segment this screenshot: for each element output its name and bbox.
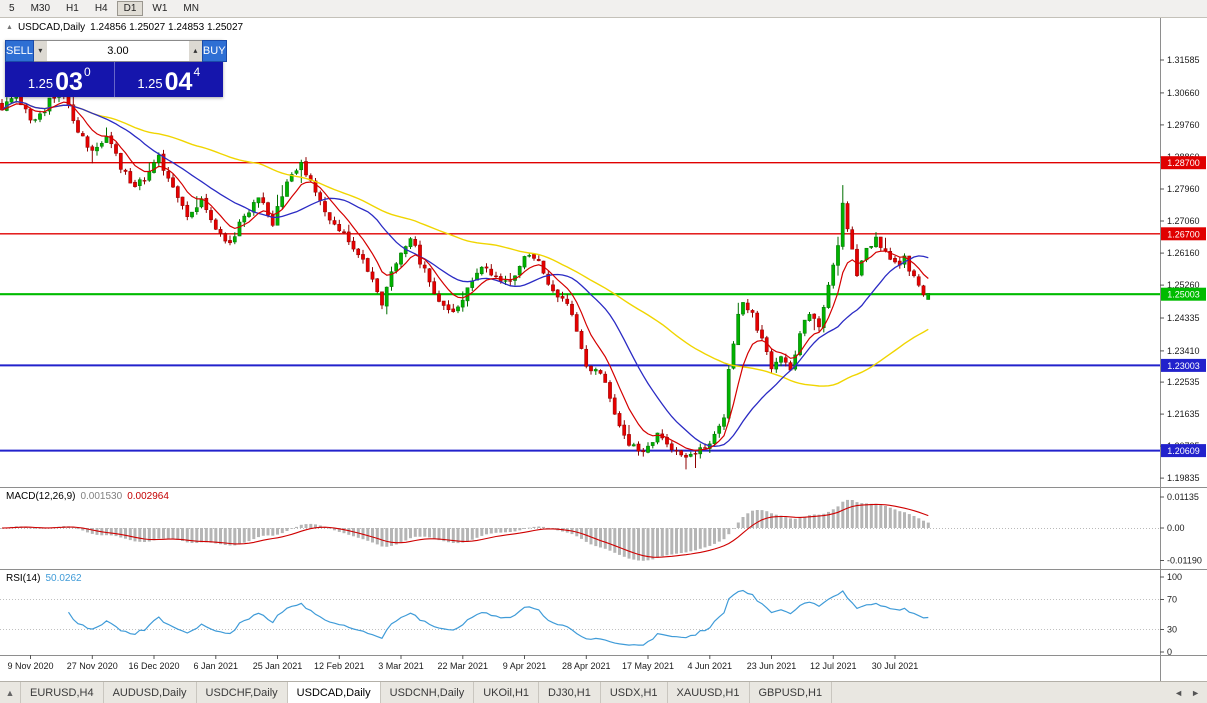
chart-tab-usdx-h1[interactable]: USDX,H1 bbox=[601, 682, 668, 703]
timeframe-button-h4[interactable]: H4 bbox=[94, 3, 108, 14]
svg-text:1.25003: 1.25003 bbox=[1167, 290, 1200, 300]
svg-text:1.27960: 1.27960 bbox=[1167, 184, 1200, 194]
svg-text:28 Apr 2021: 28 Apr 2021 bbox=[562, 661, 611, 671]
macd-signal-line bbox=[1, 503, 929, 558]
buy-button[interactable]: BUY bbox=[201, 40, 227, 62]
one-click-trading-panel: SELL ▾ ▴ BUY 1.25 03 0 1.25 04 4 bbox=[5, 40, 227, 97]
timeframe-button-w1[interactable]: W1 bbox=[152, 3, 168, 14]
timeframe-button-h1[interactable]: H1 bbox=[66, 3, 79, 14]
rsi-line bbox=[68, 589, 929, 646]
svg-text:4 Jun 2021: 4 Jun 2021 bbox=[688, 661, 733, 671]
svg-text:22 Mar 2021: 22 Mar 2021 bbox=[438, 661, 489, 671]
svg-text:12 Jul 2021: 12 Jul 2021 bbox=[810, 661, 857, 671]
sell-button[interactable]: SELL bbox=[5, 40, 34, 62]
svg-text:1.25260: 1.25260 bbox=[1167, 280, 1200, 290]
svg-text:70: 70 bbox=[1167, 595, 1177, 605]
timeframe-button-5[interactable]: 5 bbox=[9, 3, 15, 14]
svg-text:25 Jan 2021: 25 Jan 2021 bbox=[253, 661, 303, 671]
price-level-tags: 1.28700 1.26700 1.25003 1.23003 1.20609 bbox=[1161, 156, 1206, 458]
svg-text:1.23003: 1.23003 bbox=[1167, 361, 1200, 371]
chevron-up-icon: ▴ bbox=[193, 46, 198, 55]
svg-text:16 Dec 2020: 16 Dec 2020 bbox=[128, 661, 179, 671]
chart-tab-gbpusd-h1[interactable]: GBPUSD,H1 bbox=[750, 682, 833, 703]
svg-text:1.24335: 1.24335 bbox=[1167, 313, 1200, 323]
macd-histogram bbox=[0, 499, 930, 561]
svg-text:1.31585: 1.31585 bbox=[1167, 55, 1200, 65]
tabs-scroll-right-button[interactable]: ► bbox=[1191, 687, 1200, 698]
sell-price-display[interactable]: 1.25 03 0 bbox=[5, 62, 115, 97]
svg-text:1.26700: 1.26700 bbox=[1167, 229, 1200, 239]
chart-list-icon[interactable]: ▲ bbox=[0, 682, 21, 703]
timeframe-button-d1[interactable]: D1 bbox=[116, 1, 144, 16]
buy-price-pipette: 4 bbox=[193, 65, 201, 79]
svg-text:1.27060: 1.27060 bbox=[1167, 216, 1200, 226]
chart-tab-usdchf-daily[interactable]: USDCHF,Daily bbox=[197, 682, 288, 703]
svg-text:17 May 2021: 17 May 2021 bbox=[622, 661, 674, 671]
chart-tab-usdcad-daily[interactable]: USDCAD,Daily bbox=[287, 682, 381, 703]
volume-input[interactable] bbox=[46, 41, 189, 61]
tab-scroll-controls: ◄ ► bbox=[1171, 682, 1207, 703]
svg-text:9 Nov 2020: 9 Nov 2020 bbox=[7, 661, 53, 671]
svg-text:23 Jun 2021: 23 Jun 2021 bbox=[747, 661, 797, 671]
svg-text:1.29760: 1.29760 bbox=[1167, 120, 1200, 130]
timeframe-button-m30[interactable]: M30 bbox=[30, 3, 51, 14]
svg-text:1.21635: 1.21635 bbox=[1167, 409, 1200, 419]
svg-text:12 Feb 2021: 12 Feb 2021 bbox=[314, 661, 365, 671]
volume-increase-button[interactable]: ▴ bbox=[188, 41, 202, 61]
svg-text:3 Mar 2021: 3 Mar 2021 bbox=[378, 661, 424, 671]
chart-tab-ukoil-h1[interactable]: UKOil,H1 bbox=[474, 682, 540, 703]
candlestick-series[interactable] bbox=[0, 90, 931, 470]
svg-text:1.19835: 1.19835 bbox=[1167, 473, 1200, 483]
svg-text:100: 100 bbox=[1167, 572, 1182, 582]
svg-text:-0.01190: -0.01190 bbox=[1167, 556, 1202, 566]
svg-text:1.30660: 1.30660 bbox=[1167, 88, 1200, 98]
svg-text:0: 0 bbox=[1167, 647, 1172, 657]
svg-text:6 Jan 2021: 6 Jan 2021 bbox=[194, 661, 239, 671]
chart-tabs: EURUSD,H4 AUDUSD,Daily USDCHF,Daily USDCAD,… bbox=[21, 682, 833, 703]
moving-average-lines bbox=[1, 100, 929, 452]
chart-tab-dj30-h1[interactable]: DJ30,H1 bbox=[539, 682, 601, 703]
chart-region: 1.315851.306601.297601.288601.279601.270… bbox=[0, 18, 1207, 681]
chart-tab-usdcnh-daily[interactable]: USDCNH,Daily bbox=[381, 682, 475, 703]
chart-tab-xauusd-h1[interactable]: XAUUSD,H1 bbox=[668, 682, 750, 703]
chart-tab-audusd-daily[interactable]: AUDUSD,Daily bbox=[104, 682, 197, 703]
svg-text:1.26160: 1.26160 bbox=[1167, 248, 1200, 258]
date-axis: 9 Nov 2020 27 Nov 2020 16 Dec 2020 6 Jan 20… bbox=[7, 655, 918, 671]
svg-text:1.22535: 1.22535 bbox=[1167, 377, 1200, 387]
volume-decrease-button[interactable]: ▾ bbox=[33, 41, 47, 61]
sell-price-pipette: 0 bbox=[83, 65, 91, 79]
chart-tabs-bar: ▲ EURUSD,H4 AUDUSD,Daily USDCHF,Daily USDCA… bbox=[0, 681, 1207, 703]
price-scale: 1.315851.306601.297601.288601.279601.270… bbox=[1160, 55, 1202, 657]
price-chart[interactable]: 1.315851.306601.297601.288601.279601.270… bbox=[0, 18, 1207, 681]
svg-text:1.23410: 1.23410 bbox=[1167, 346, 1200, 356]
svg-text:0.00: 0.00 bbox=[1167, 523, 1185, 533]
sell-price-pips: 03 bbox=[55, 68, 83, 96]
svg-text:27 Nov 2020: 27 Nov 2020 bbox=[67, 661, 118, 671]
timeframe-button-mn[interactable]: MN bbox=[183, 3, 199, 14]
buy-price-pips: 04 bbox=[164, 68, 193, 96]
pane-separators[interactable] bbox=[0, 18, 1207, 681]
svg-text:9 Apr 2021: 9 Apr 2021 bbox=[503, 661, 547, 671]
timeframe-toolbar: 5 M30 H1 H4 D1 W1 MN bbox=[0, 0, 1207, 18]
svg-text:30: 30 bbox=[1167, 625, 1177, 635]
tabs-scroll-left-button[interactable]: ◄ bbox=[1174, 687, 1184, 698]
buy-price-base: 1.25 bbox=[137, 76, 163, 91]
trade-controls-row: SELL ▾ ▴ BUY bbox=[5, 40, 227, 62]
svg-text:1.28700: 1.28700 bbox=[1167, 158, 1200, 168]
trade-prices-row: 1.25 03 0 1.25 04 4 bbox=[5, 62, 223, 97]
svg-text:30 Jul 2021: 30 Jul 2021 bbox=[872, 661, 919, 671]
buy-price-display[interactable]: 1.25 04 4 bbox=[115, 62, 224, 97]
svg-text:0.01135: 0.01135 bbox=[1167, 492, 1199, 502]
chart-tab-eurusd-h4[interactable]: EURUSD,H4 bbox=[21, 682, 104, 703]
svg-text:1.20609: 1.20609 bbox=[1167, 446, 1200, 456]
volume-stepper: ▾ ▴ bbox=[33, 40, 202, 62]
sell-price-base: 1.25 bbox=[27, 76, 54, 91]
chevron-down-icon: ▾ bbox=[38, 46, 43, 55]
horizontal-level-lines[interactable] bbox=[0, 161, 1160, 452]
